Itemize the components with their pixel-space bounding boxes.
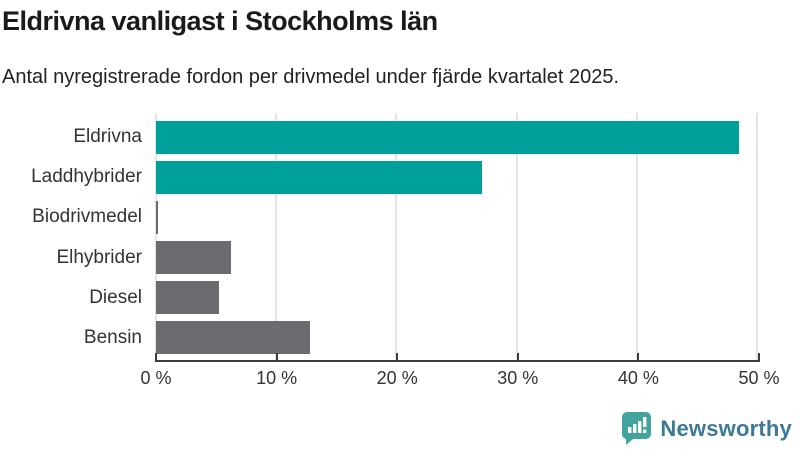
gridline-40 [635, 113, 638, 362]
axis-tick-40 [637, 353, 640, 362]
bar-bensin [156, 321, 310, 355]
axis-tick-10 [275, 353, 278, 362]
chart-title: Eldrivna vanligast i Stockholms län [2, 6, 438, 36]
bar-row: Eldrivna [73, 120, 757, 154]
tick-label-10: 10 % [256, 368, 298, 388]
gridline-50 [756, 113, 758, 362]
category-label: Laddhybrider [31, 166, 142, 188]
bar-diesel [156, 281, 219, 315]
category-label: Eldrivna [73, 126, 142, 148]
tick-label-40: 40 % [617, 368, 659, 388]
bar-row: Laddhybrider [31, 160, 757, 194]
tick-label-30: 30 % [497, 368, 539, 388]
bar-row: Elhybrider [56, 241, 757, 275]
bar-chart: Eldrivna Laddhybrider Biodrivmedel Elhybrid… [0, 113, 800, 362]
newsworthy-logo-text: Newsworthy [660, 415, 792, 441]
bar-biodrivmedel [156, 200, 159, 234]
newsworthy-logo-icon [621, 411, 652, 446]
plot-area: Eldrivna Laddhybrider Biodrivmedel Elhybrid… [31, 113, 758, 362]
axis-tick-50 [758, 353, 760, 362]
category-label: Diesel [89, 286, 142, 308]
chart-subtitle: Antal nyregistrerade fordon per drivmede… [2, 66, 620, 88]
bar-elhybrider [156, 241, 231, 275]
gridline-20 [395, 113, 398, 362]
bar-row: Biodrivmedel [32, 200, 757, 234]
gridline-0 [155, 113, 157, 362]
category-label: Elhybrider [56, 246, 142, 268]
bar-eldrivna [156, 120, 739, 154]
category-label: Biodrivmedel [32, 206, 142, 228]
tick-label-0: 0 % [140, 368, 172, 388]
bar-rows: Eldrivna Laddhybrider Biodrivmedel Elhybrid… [31, 113, 757, 362]
x-axis-line [155, 353, 760, 362]
bar-laddhybrider [156, 160, 482, 194]
newsworthy-logo: Newsworthy [621, 411, 792, 446]
axis-tick-20 [396, 353, 399, 362]
axis-tick-0 [155, 353, 157, 362]
bar-row: Diesel [89, 281, 757, 315]
tick-label-50: 50 % [738, 368, 780, 388]
bar-row: Bensin [84, 321, 757, 355]
category-label: Bensin [83, 326, 142, 348]
axis-tick-30 [516, 353, 519, 362]
gridline-10 [275, 113, 278, 362]
gridline-30 [515, 113, 518, 362]
tick-label-20: 20 % [376, 368, 418, 388]
